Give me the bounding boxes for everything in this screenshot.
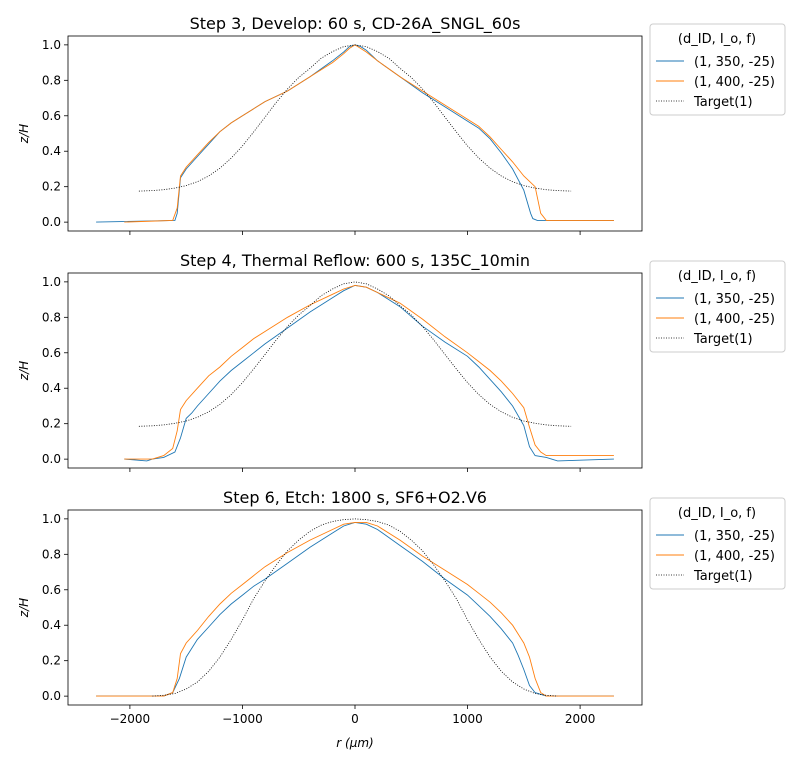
legend-entry: (1, 400, -25)	[694, 75, 775, 90]
y-tick-label: 0.0	[42, 689, 61, 703]
series-group	[96, 44, 614, 223]
legend-title: (d_ID, I_o, f)	[678, 269, 756, 284]
y-tick-label: 0.6	[42, 109, 61, 123]
series-line-3	[152, 518, 558, 697]
legend-entry: Target(1)	[693, 569, 753, 584]
chart-panel-1: 0.0 0.2 0.4 0.6 0.8 1.0 Step 3, Develop: 60 s,…	[17, 14, 786, 235]
chart-panel-2: 0.0 0.2 0.4 0.6 0.8 1.0 Step 4, Thermal Reflow…	[17, 251, 786, 472]
legend-entry: (1, 350, -25)	[694, 529, 775, 544]
y-tick-label: 0.2	[42, 654, 61, 668]
x-tick-label: 2000	[565, 712, 596, 726]
legend-entry: Target(1)	[693, 332, 753, 347]
series-line-1	[96, 44, 614, 223]
chart-title: Step 3, Develop: 60 s, CD-26A_SNGL_60s	[190, 14, 521, 34]
legend: (d_ID, I_o, f) (1, 350, -25) (1, 400, -25)…	[649, 497, 786, 590]
series-group	[124, 281, 614, 462]
y-tick-label: 0.4	[42, 144, 61, 158]
x-tick-label: 0	[351, 712, 359, 726]
legend-box	[649, 497, 786, 590]
y-tick-label: 0.8	[42, 547, 61, 561]
y-tick-label: 0.8	[42, 310, 61, 324]
y-tick-label: 0.6	[42, 583, 61, 597]
legend-entry: (1, 350, -25)	[694, 55, 775, 70]
y-tick-label: 0.4	[42, 618, 61, 632]
y-tick-label: 0.8	[42, 73, 61, 87]
series-line-1	[124, 284, 614, 462]
y-tick-label: 0.4	[42, 381, 61, 395]
y-axis-label: z/H	[17, 598, 31, 618]
legend-title: (d_ID, I_o, f)	[678, 32, 756, 47]
x-axis-label: r (μm)	[336, 736, 373, 750]
y-tick-label: 0.2	[42, 180, 61, 194]
legend-entry: (1, 350, -25)	[694, 292, 775, 307]
y-tick-label: 0.0	[42, 452, 61, 466]
y-tick-label: 1.0	[42, 275, 61, 289]
chart-title: Step 6, Etch: 1800 s, SF6+O2.V6	[223, 488, 487, 507]
series-line-1	[96, 521, 614, 697]
y-tick-label: 1.0	[42, 512, 61, 526]
plot-frame	[67, 509, 643, 706]
series-line-3	[138, 281, 572, 427]
chart-title: Step 4, Thermal Reflow: 600 s, 135C_10mi…	[180, 251, 530, 271]
y-tick-label: 0.6	[42, 346, 61, 360]
y-tick-label: 1.0	[42, 38, 61, 52]
x-tick-label: 1000	[452, 712, 483, 726]
legend-entry: (1, 400, -25)	[694, 549, 775, 564]
y-tick-label: 0.0	[42, 215, 61, 229]
chart-panel-3: 0.0 0.2 0.4 0.6 0.8 1.0 −2000 −1000 0 1000 2000 Ste…	[17, 488, 786, 750]
legend: (d_ID, I_o, f) (1, 350, -25) (1, 400, -25)…	[649, 23, 786, 116]
legend-entry: Target(1)	[693, 95, 753, 110]
legend: (d_ID, I_o, f) (1, 350, -25) (1, 400, -25)…	[649, 260, 786, 353]
legend-box	[649, 23, 786, 116]
y-axis-label: z/H	[17, 361, 31, 381]
x-tick-label: −2000	[110, 712, 151, 726]
legend-title: (d_ID, I_o, f)	[678, 506, 756, 521]
series-line-2	[124, 44, 614, 223]
series-line-2	[124, 284, 614, 460]
series-group	[96, 518, 614, 697]
x-tick-label: −1000	[222, 712, 263, 726]
plot-frame	[67, 272, 643, 469]
y-axis-label: z/H	[17, 124, 31, 144]
series-line-2	[96, 521, 614, 697]
legend-box	[649, 260, 786, 353]
plot-frame	[67, 35, 643, 232]
series-line-3	[138, 44, 572, 192]
legend-entry: (1, 400, -25)	[694, 312, 775, 327]
y-tick-label: 0.2	[42, 417, 61, 431]
